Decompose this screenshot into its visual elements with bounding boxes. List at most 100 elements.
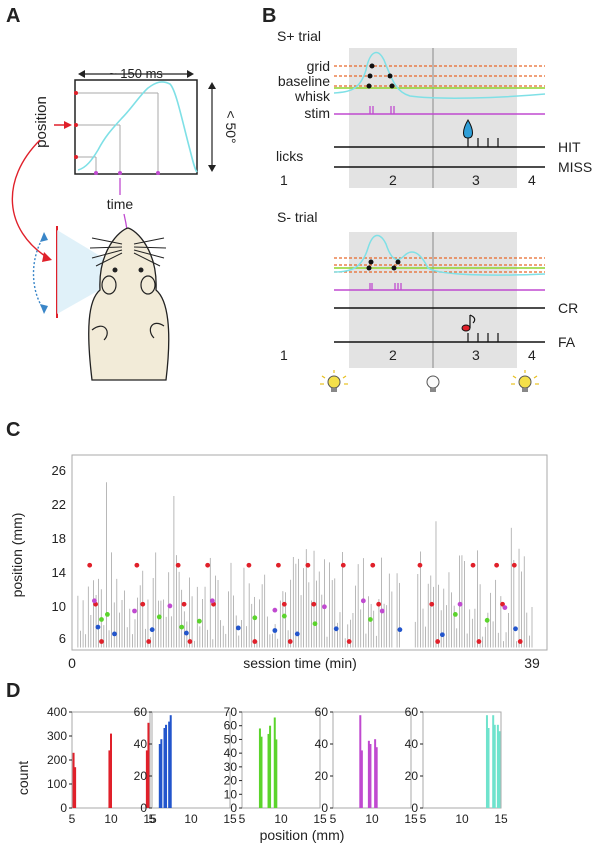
red-contact-point: [205, 562, 211, 568]
histogram-ytick-label: 200: [47, 753, 67, 767]
histogram-ytick-label: 0: [60, 801, 67, 815]
red-contact-point: [417, 562, 423, 568]
magenta-contact-point: [322, 604, 327, 610]
magenta-contact-point: [360, 598, 366, 604]
green-contact-point: [99, 617, 104, 622]
magenta-contact-point: [167, 603, 173, 609]
position-label: position: [33, 96, 50, 148]
histogram-ytick-label: 40: [224, 746, 238, 760]
histogram-bar: [267, 733, 270, 808]
histogram-ytick-label: 0: [321, 801, 328, 815]
magenta-contact-point: [379, 608, 385, 614]
red-contact-point: [187, 639, 193, 644]
histogram-teal: 0 20 40 60 5 10 15: [405, 705, 508, 826]
histogram-bar: [485, 715, 488, 808]
sminus-title: S- trial: [277, 209, 317, 225]
red-contact-point: [87, 562, 93, 568]
green-contact-point: [368, 617, 373, 622]
ytick-6: 6: [59, 631, 66, 646]
xtick-39: 39: [524, 655, 540, 671]
histogram-bar: [275, 739, 278, 808]
epoch-3-sminus: 3: [472, 347, 480, 363]
histogram-ytick-label: 0: [411, 801, 418, 815]
magenta-contact-point: [272, 607, 278, 613]
angle-label: < 50°: [223, 110, 239, 143]
green-contact-point: [312, 621, 318, 627]
panel-c-label: C: [6, 419, 20, 441]
time-label: time: [107, 196, 134, 212]
histogram-bar: [147, 722, 150, 808]
histogram-ytick-label: 300: [47, 729, 67, 743]
histogram-blue: 0 20 40 60 5 10 15: [134, 705, 237, 826]
magenta-contact-point: [502, 605, 508, 611]
count-ylabel: count: [15, 761, 31, 795]
ytick-14: 14: [52, 565, 66, 580]
green-contact-point: [484, 617, 490, 623]
panel-a-label: A: [6, 5, 20, 27]
whiskers: [89, 237, 167, 267]
histogram-xtick-label: 5: [330, 812, 337, 826]
histogram-bar: [168, 721, 171, 808]
red-contact-point: [99, 639, 104, 644]
whisk-trace-sminus: [333, 234, 546, 276]
green-contact-point: [104, 611, 110, 617]
trace-box: [74, 79, 198, 175]
position-annotation: position: [11, 96, 72, 262]
contact-dots: [366, 63, 395, 89]
light-on-icon: [320, 370, 348, 392]
histogram-bar: [496, 724, 499, 808]
histogram-xtick-label: 5: [149, 812, 156, 826]
red-contact-point: [340, 562, 346, 568]
blue-contact-point: [95, 624, 101, 630]
histogram-bar: [273, 717, 276, 808]
tone-icon: [461, 314, 476, 332]
licks-label: licks: [276, 148, 303, 164]
light-off-icon: [426, 375, 440, 392]
green-contact-point: [281, 613, 287, 619]
red-contact-point: [287, 639, 293, 644]
miss-label: MISS: [558, 159, 592, 175]
light-indicators: [320, 370, 539, 392]
blue-contact-point: [272, 628, 278, 633]
histogram-ytick-label: 50: [224, 732, 238, 746]
histogram-bar: [258, 728, 261, 808]
histogram-xtick-label: 10: [365, 812, 379, 826]
histogram-bar: [360, 750, 363, 808]
green-contact-point: [179, 624, 185, 630]
histogram-bar: [110, 733, 112, 808]
magenta-contact-point: [92, 598, 97, 604]
histogram-bar: [72, 752, 75, 808]
histogram-ytick-label: 60: [134, 705, 148, 719]
xtick-0: 0: [68, 655, 76, 671]
blue-contact-point: [235, 625, 241, 631]
red-contact-point: [500, 601, 505, 607]
histogram-bar: [260, 736, 263, 808]
histogram-ytick-label: 0: [140, 801, 147, 815]
histogram-ytick-label: 20: [405, 769, 419, 783]
blue-contact-point: [397, 627, 403, 633]
session-frame: [71, 454, 548, 651]
red-contact-point: [346, 639, 352, 644]
blue-contact-point: [333, 626, 339, 632]
histogram-bar: [374, 739, 377, 808]
splus-title: S+ trial: [277, 28, 321, 44]
histogram-xtick-label: 15: [404, 812, 418, 826]
histogram-ytick-label: 20: [224, 774, 238, 788]
epoch-2: 2: [389, 172, 397, 188]
whisk-label: whisk: [294, 88, 331, 104]
grid-label: grid: [307, 58, 330, 74]
epoch-1-sminus: 1: [280, 347, 288, 363]
blue-contact-point: [513, 626, 518, 632]
red-contact-point: [376, 601, 382, 607]
position-xlabel: position (mm): [260, 827, 345, 843]
whisker-field: [57, 230, 110, 314]
epoch-3: 3: [472, 172, 480, 188]
histogram-xtick-label: 5: [69, 812, 76, 826]
red-contact-point: [370, 562, 376, 568]
red-contact-point: [429, 601, 435, 607]
splus-trial-plot: S+ trial grid baseline whisk stim licks …: [276, 28, 592, 188]
histogram-bar: [369, 744, 372, 808]
histogram-bar: [359, 715, 362, 808]
